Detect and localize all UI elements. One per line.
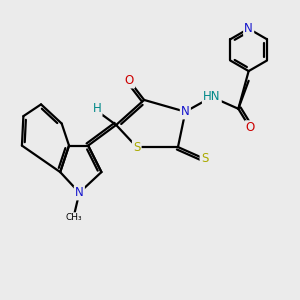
Text: N: N <box>181 105 190 118</box>
Text: S: S <box>133 141 140 154</box>
Text: O: O <box>245 122 255 134</box>
Text: N: N <box>75 186 84 199</box>
Text: N: N <box>244 22 253 35</box>
Text: S: S <box>201 152 208 165</box>
Text: CH₃: CH₃ <box>65 213 82 222</box>
Text: HN: HN <box>203 91 220 103</box>
Text: O: O <box>125 74 134 87</box>
Text: H: H <box>93 102 101 115</box>
